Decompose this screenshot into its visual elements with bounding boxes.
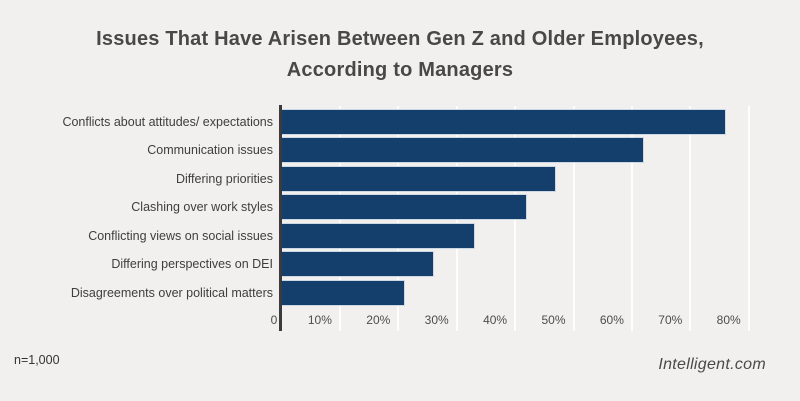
bar-33pct — [282, 222, 475, 249]
bar-62pct — [282, 137, 645, 164]
gridline-70% — [689, 106, 692, 331]
category-label: Communication issues — [147, 143, 273, 158]
bar-26pct — [282, 251, 434, 278]
category-label: Differing priorities — [175, 171, 273, 186]
x-axis-tick-label: 30% — [424, 313, 449, 327]
x-axis-tick-label: 0 — [270, 313, 278, 327]
y-axis-line — [279, 105, 282, 331]
x-axis-tick-label: 60% — [599, 313, 624, 327]
bar-21pct — [282, 279, 405, 306]
chart-title: Issues That Have Arisen Between Gen Z an… — [0, 24, 800, 86]
x-axis-tick-label: 70% — [658, 313, 683, 327]
bar-47pct — [282, 165, 557, 192]
gridline-50% — [572, 106, 575, 331]
brand-wordmark: Intelligent.com — [658, 356, 766, 373]
category-label: Conflicting views on social issues — [88, 228, 273, 243]
category-label: Clashing over work styles — [131, 200, 273, 215]
gridline-60% — [630, 106, 633, 331]
x-axis-tick-label: 50% — [541, 313, 566, 327]
x-axis-tick-label: 80% — [716, 313, 741, 327]
category-label: Differing perspectives on DEI — [111, 257, 273, 272]
category-label: Conflicts about attitudes/ expectations — [62, 115, 273, 129]
x-axis-tick-label: 40% — [483, 313, 508, 327]
sample-size-label: n=1,000 — [14, 353, 60, 367]
x-axis-tick-label: 10% — [307, 313, 332, 327]
x-axis-tick-label: 20% — [366, 313, 391, 327]
bar-76pct — [282, 109, 726, 135]
bar-42pct — [282, 194, 528, 221]
category-label: Disagreements over political matters — [70, 285, 273, 300]
gridline-80% — [747, 106, 750, 331]
chart-title-line-2: According to Managers — [286, 59, 514, 81]
chart-title-line-1: Issues That Have Arisen Between Gen Z an… — [96, 28, 704, 50]
